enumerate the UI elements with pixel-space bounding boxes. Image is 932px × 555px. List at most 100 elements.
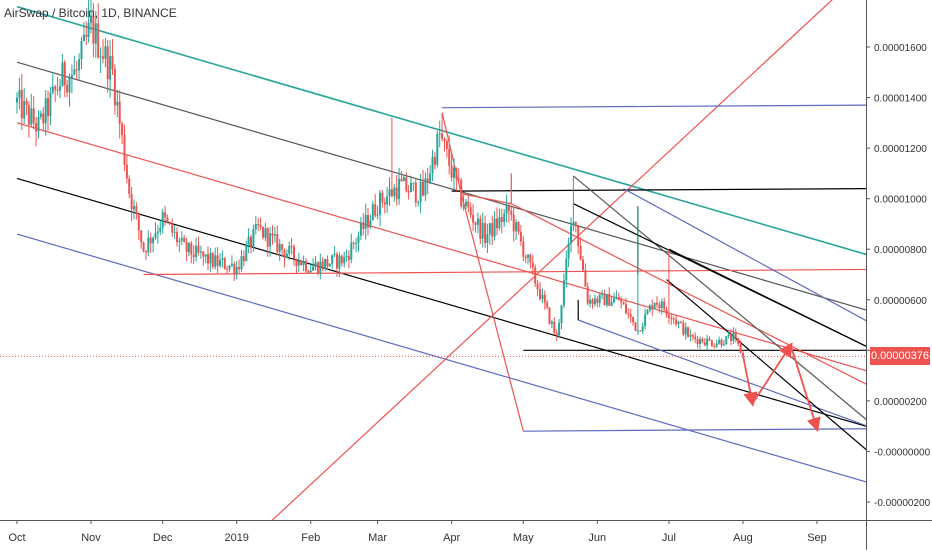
- candle-body: [35, 123, 38, 132]
- candle: [441, 112, 444, 142]
- candle: [135, 202, 138, 220]
- candle-body: [106, 46, 109, 80]
- candle: [164, 205, 167, 226]
- candle-body: [586, 286, 589, 304]
- candle-body: [121, 123, 124, 135]
- candle-body: [431, 156, 434, 174]
- candle-body: [128, 178, 131, 194]
- candle: [97, 3, 100, 59]
- candle-body: [104, 46, 107, 59]
- candle-body: [460, 180, 463, 207]
- candle-body: [603, 293, 606, 306]
- candle: [414, 177, 417, 207]
- candle: [515, 219, 518, 240]
- candle: [302, 255, 305, 272]
- candle: [99, 47, 102, 73]
- y-tick-label: 0.00001600: [874, 43, 927, 54]
- candle: [653, 302, 656, 310]
- candle-body: [653, 302, 656, 310]
- candle: [582, 255, 584, 272]
- candle-body: [250, 236, 252, 247]
- candle-body: [648, 305, 651, 311]
- candle: [550, 319, 553, 329]
- candle: [371, 200, 374, 221]
- candle: [178, 237, 181, 252]
- candle-body: [202, 251, 205, 257]
- candle: [591, 297, 594, 309]
- candle-body: [395, 187, 398, 200]
- candle-body: [345, 255, 348, 257]
- candle-body: [168, 221, 171, 224]
- candle: [534, 264, 537, 287]
- candle-body: [336, 254, 338, 269]
- candle: [665, 306, 668, 318]
- candle: [565, 250, 568, 288]
- candle-body: [613, 298, 615, 303]
- candle-body: [417, 202, 420, 204]
- candle: [694, 332, 697, 344]
- candle-body: [615, 297, 618, 299]
- candle: [555, 329, 558, 341]
- candle: [629, 309, 632, 323]
- candle-body: [536, 283, 539, 290]
- candle-body: [290, 246, 293, 248]
- candle: [601, 289, 604, 299]
- candle-body: [355, 243, 358, 244]
- candle: [207, 246, 209, 271]
- candle-body: [135, 206, 138, 214]
- candle-body: [529, 254, 532, 263]
- candle: [154, 222, 157, 241]
- candle-body: [371, 204, 374, 220]
- candle: [68, 73, 71, 107]
- candle-body: [412, 182, 415, 184]
- candle: [199, 245, 202, 259]
- candle-body: [560, 305, 563, 323]
- candle-body: [152, 237, 155, 244]
- candle: [610, 297, 613, 307]
- candle-body: [80, 41, 83, 59]
- candle-body: [142, 242, 145, 252]
- candle: [142, 241, 145, 253]
- candle: [145, 250, 147, 261]
- candle: [737, 337, 740, 347]
- candle: [648, 304, 651, 313]
- candle: [259, 217, 262, 231]
- candle-body: [94, 23, 97, 44]
- candle: [39, 110, 42, 120]
- candle-body: [118, 101, 121, 124]
- candle: [238, 259, 241, 274]
- candle-body: [216, 255, 219, 266]
- candle-body: [531, 262, 534, 268]
- candle-body: [410, 183, 412, 193]
- candle: [462, 194, 465, 211]
- candle-body: [593, 298, 596, 305]
- candle: [424, 172, 427, 202]
- candle: [577, 224, 580, 255]
- candle: [703, 338, 706, 346]
- candle: [359, 216, 362, 240]
- candle: [324, 258, 327, 272]
- candle-body: [199, 251, 202, 253]
- candle: [140, 230, 143, 249]
- candle: [500, 208, 503, 234]
- candle: [486, 223, 489, 253]
- candle-body: [190, 242, 193, 255]
- candle: [125, 154, 128, 184]
- candle-body: [610, 302, 613, 306]
- candle-body: [386, 196, 389, 205]
- candle: [646, 308, 649, 315]
- candle: [524, 254, 527, 264]
- candle: [27, 101, 30, 138]
- candle: [257, 217, 260, 231]
- candle: [90, 0, 92, 34]
- candle-body: [223, 258, 226, 269]
- candle: [586, 282, 589, 306]
- candle: [128, 175, 131, 199]
- candle-body: [125, 164, 128, 179]
- x-tick-label: Aug: [733, 532, 753, 544]
- candle: [539, 281, 541, 301]
- candle: [137, 212, 140, 241]
- candle-body: [140, 230, 143, 243]
- candle-body: [462, 205, 465, 207]
- candle: [379, 190, 381, 227]
